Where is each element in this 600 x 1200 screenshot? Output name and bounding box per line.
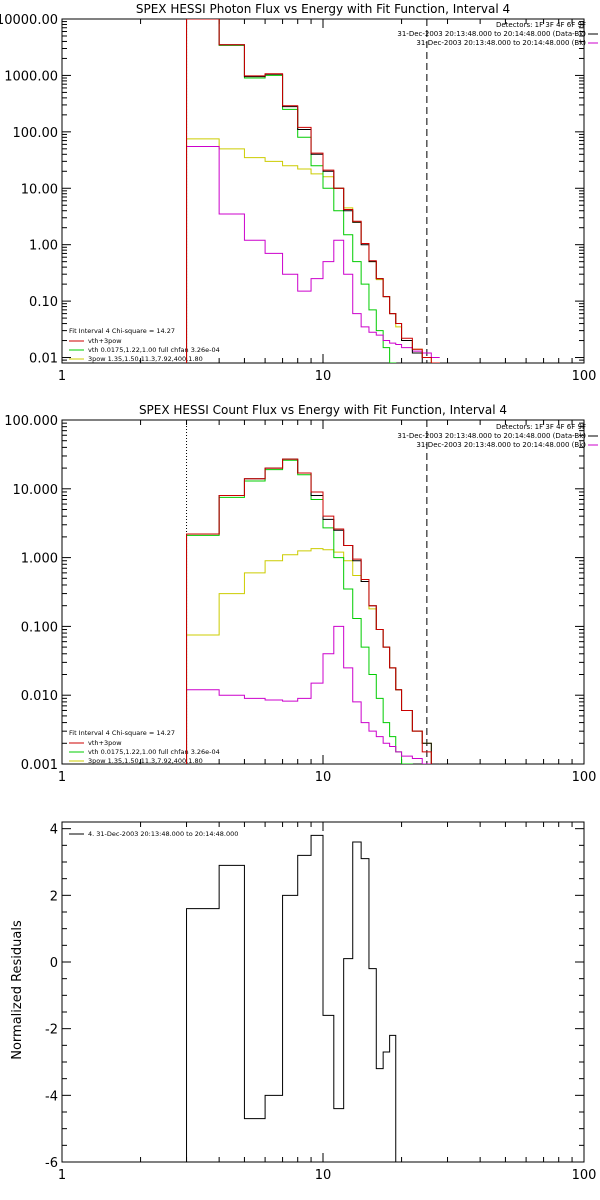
plot-frame: [61, 18, 585, 364]
y-tick-label: 1000.00: [4, 69, 58, 84]
y-tick-label: 0.01: [29, 352, 58, 367]
series-vth: [186, 459, 413, 764]
y-tick-label: 10.000: [13, 483, 59, 498]
y-tick-label: -4: [45, 1089, 58, 1104]
series-data: [186, 458, 440, 764]
y-tick-label: 100.000: [4, 414, 58, 429]
legend-header: Fit Interval 4 Chi-square = 14.27: [69, 327, 175, 335]
count-flux-chart: SPEX HESSI Count Flux vs Energy with Fit…: [4, 403, 598, 785]
y-tick-label: 1.00: [29, 239, 58, 254]
legend-entry-power: 3pow 1.35,1.50,11.3,7.92,400,1.80: [88, 355, 203, 363]
info-detectors: Detectors: 1F 3F 4F 6F 9F: [496, 21, 586, 29]
x-tick-label: 100: [572, 770, 597, 785]
info-bk: 31-Dec-2003 20:13:48.000 to 20:14:48.000…: [416, 39, 586, 47]
x-tick-label: 1: [58, 1168, 66, 1183]
y-tick-label: 10000.00: [0, 13, 58, 28]
y-tick-label: 2: [50, 889, 58, 904]
series-background: [186, 625, 432, 764]
legend-entry-fit: vth+3pow: [88, 337, 122, 345]
photon-flux-chart: SPEX HESSI Photon Flux vs Energy with Fi…: [0, 2, 598, 384]
y-tick-label: 100.00: [13, 126, 59, 141]
y-tick-label: 0.010: [21, 689, 58, 704]
info-data-bk: 31-Dec-2003 20:13:48.000 to 20:14:48.000…: [397, 432, 586, 440]
info-data-bk: 31-Dec-2003 20:13:48.000 to 20:14:48.000…: [397, 30, 586, 38]
series-residuals: [186, 834, 397, 1162]
info-detectors: Detectors: 1F 3F 4F 6F 9F: [496, 423, 586, 431]
legend-entry-power: 3pow 1.35,1.50,11.3,7.92,400,1.80: [88, 757, 203, 765]
y-tick-label: 0.100: [21, 620, 58, 635]
y-tick-label: 0.001: [21, 758, 58, 773]
detector-info: Detectors: 1F 3F 4F 6F 9F 31-Dec-2003 20…: [397, 21, 586, 47]
y-tick-label: -6: [45, 1156, 58, 1171]
legend-entry-thermal: vth 0.0175,1.22,1.00 full chfan 3.26e-04: [88, 748, 220, 756]
y-tick-label: 10.00: [21, 182, 58, 197]
residuals-chart: Normalized Residuals 4. 31-Dec-2003 20:1…: [10, 821, 597, 1183]
y-tick-label: 1.000: [21, 552, 58, 567]
info-bk: 31-Dec-2003 20:13:48.000 to 20:14:48.000…: [416, 441, 586, 449]
y-tick-label: 0: [50, 956, 58, 971]
y-tick-label: 4: [50, 823, 58, 838]
legend-header: Fit Interval 4 Chi-square = 14.27: [69, 729, 175, 737]
plot-frame: [61, 419, 585, 765]
x-tick-label: 10: [315, 369, 332, 384]
legend-entry-residuals: 4. 31-Dec-2003 20:13:48.000 to 20:14:48.…: [88, 830, 238, 838]
series-vth-3pow: [186, 19, 440, 363]
series-3pow: [186, 548, 440, 764]
series-background: [186, 145, 440, 363]
x-tick-label: 1: [58, 369, 66, 384]
y-axis-label: Normalized Residuals: [10, 920, 25, 1060]
legend: Fit Interval 4 Chi-square = 14.27 vth+3p…: [69, 729, 220, 765]
x-tick-label: 100: [572, 369, 597, 384]
x-tick-label: 10: [315, 770, 332, 785]
y-tick-label: -2: [45, 1023, 58, 1038]
chart-title: SPEX HESSI Count Flux vs Energy with Fit…: [139, 403, 507, 417]
x-tick-label: 1: [58, 770, 66, 785]
legend: Fit Interval 4 Chi-square = 14.27 vth+3p…: [69, 327, 220, 363]
legend-entry-thermal: vth 0.0175,1.22,1.00 full chfan 3.26e-04: [88, 346, 220, 354]
series-vth-3pow: [186, 458, 432, 764]
legend-entry-fit: vth+3pow: [88, 739, 122, 747]
x-tick-label: 100: [572, 1168, 597, 1183]
x-tick-label: 10: [315, 1168, 332, 1183]
chart-title: SPEX HESSI Photon Flux vs Energy with Fi…: [136, 2, 510, 16]
y-tick-label: 0.10: [29, 295, 58, 310]
detector-info: Detectors: 1F 3F 4F 6F 9F 31-Dec-2003 20…: [397, 423, 586, 449]
